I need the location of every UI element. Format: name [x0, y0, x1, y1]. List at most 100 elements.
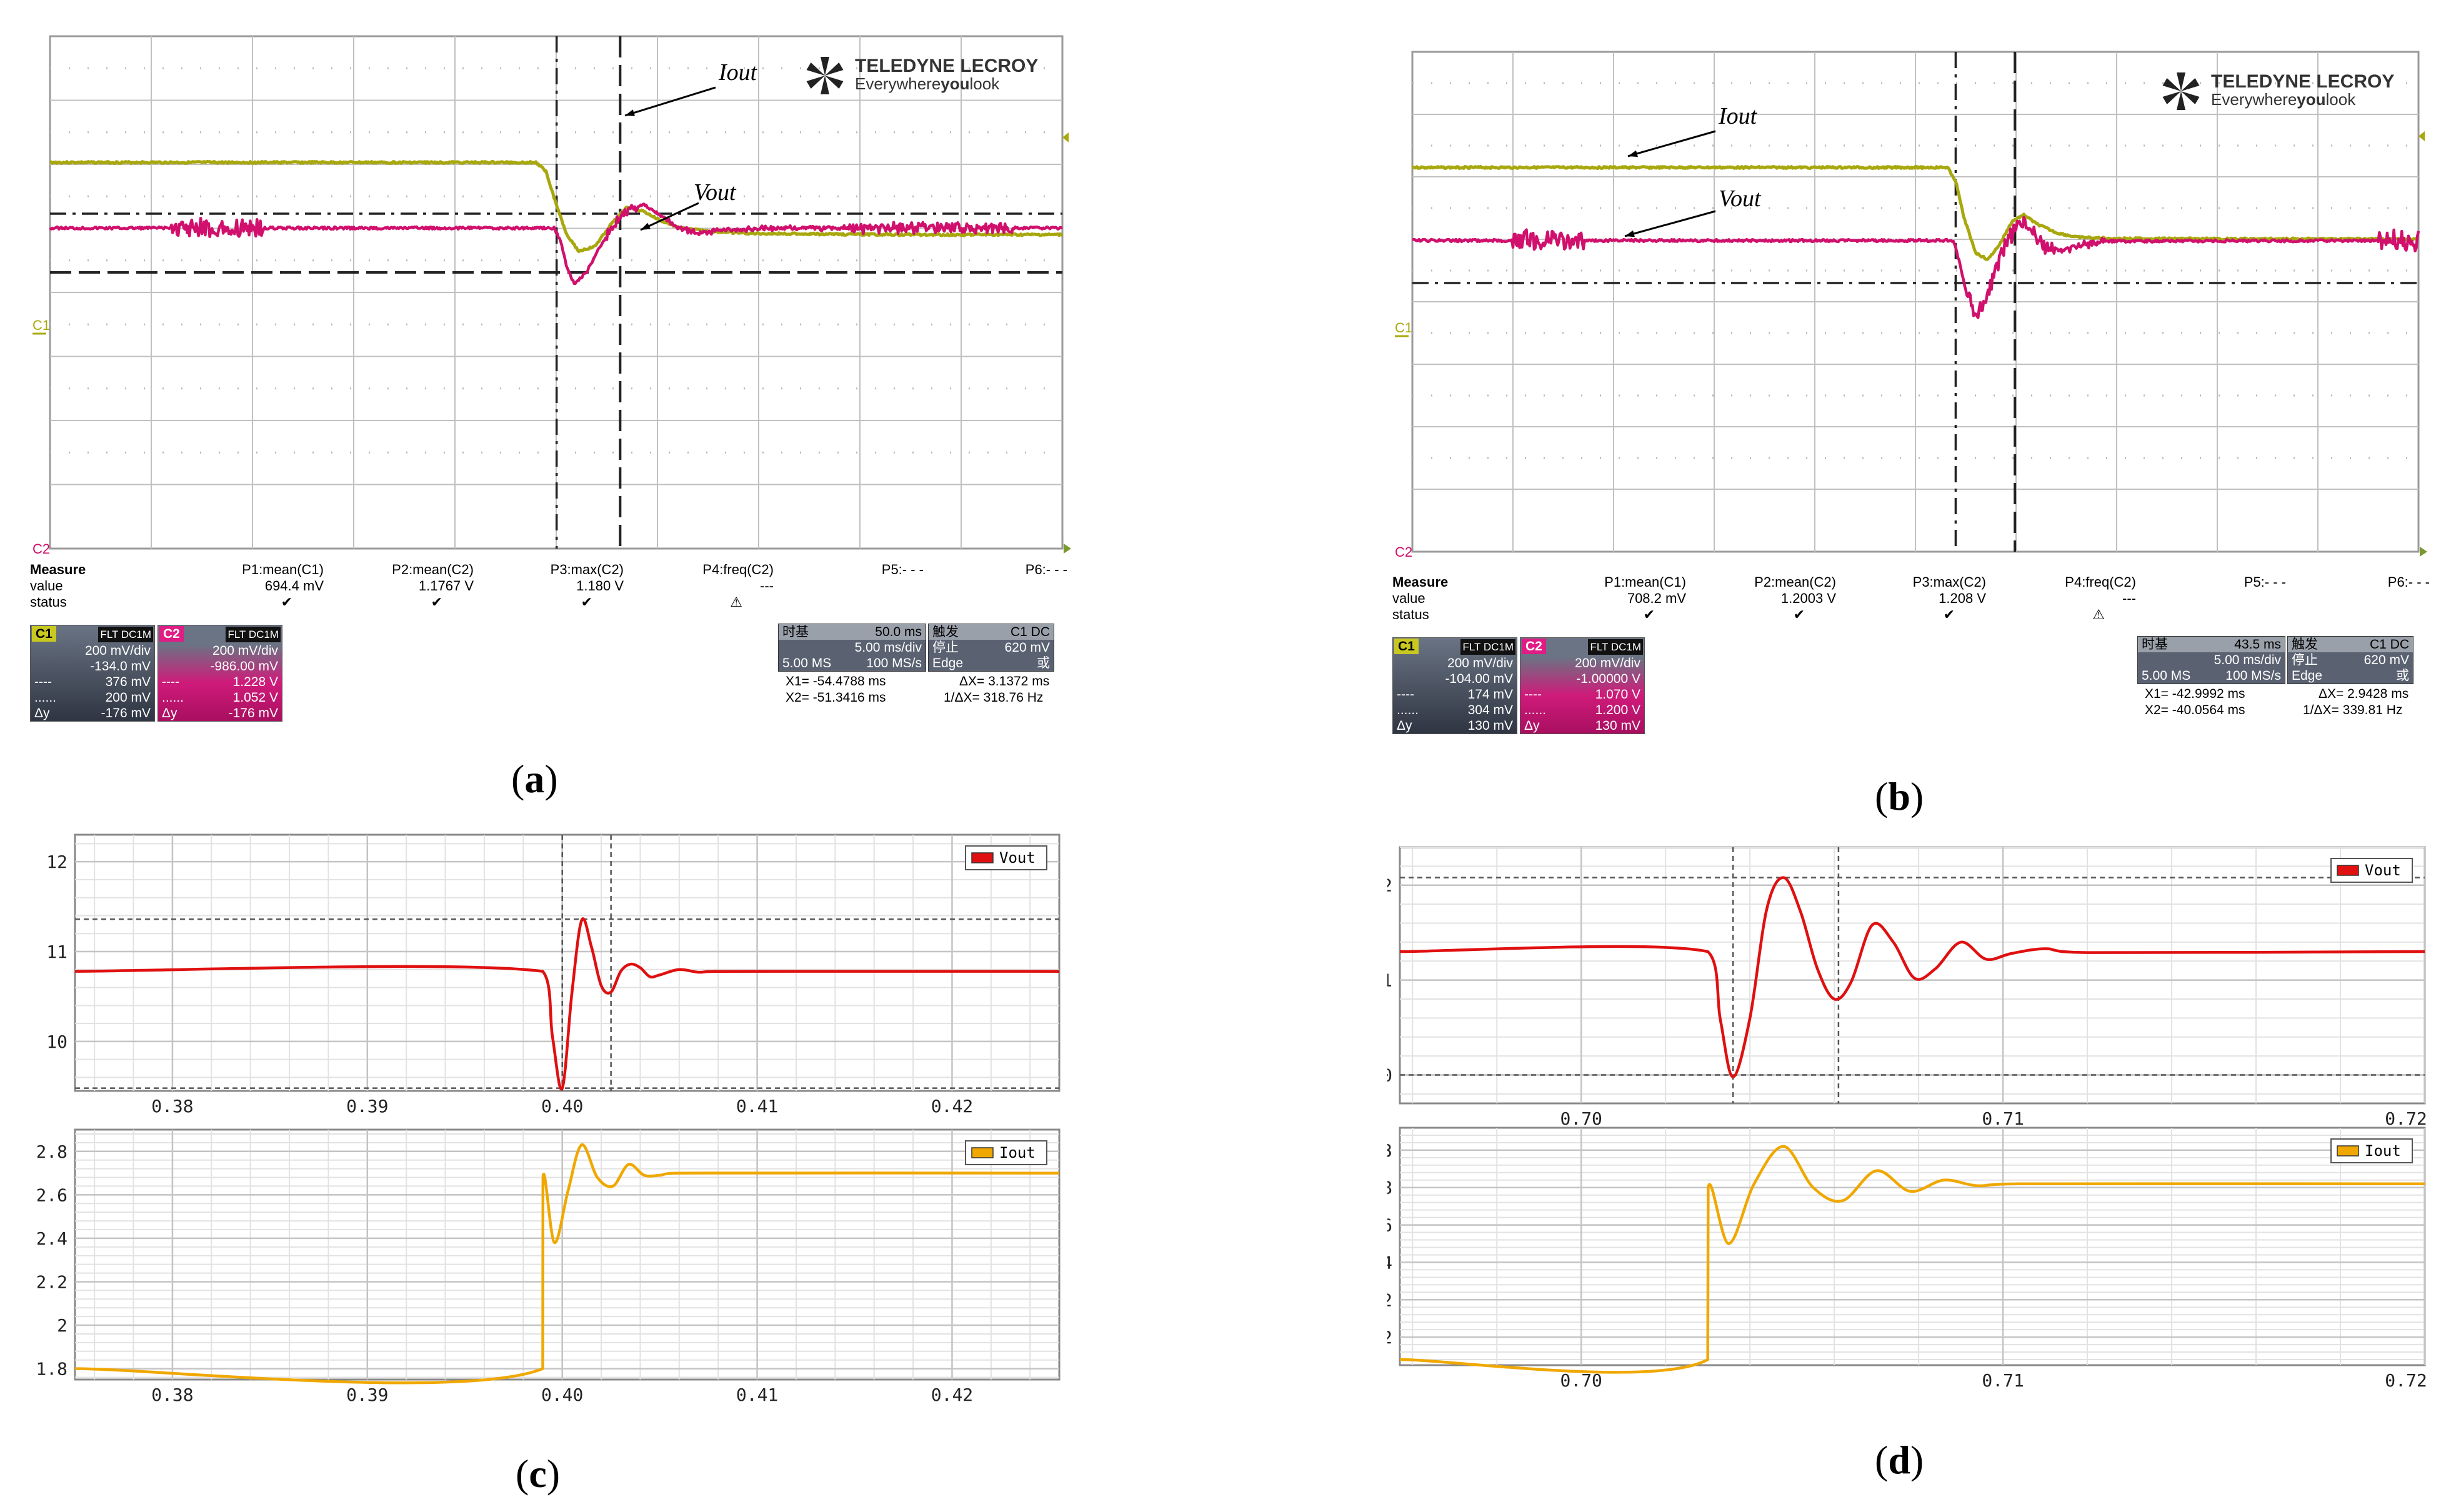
measure-param-label[interactable]: P5:- - - [2244, 574, 2286, 590]
x-tick-label: 0.41 [736, 1385, 778, 1405]
timebase-label: 时基 [782, 625, 809, 639]
x-tick-label: 0.40 [541, 1096, 583, 1117]
logo-brand-name: TELEDYNE LECROY [855, 56, 1038, 76]
measure-heading: Measure [1392, 574, 1449, 590]
channel-row-value: 376 mV [105, 675, 151, 689]
channel-row-value: -1.00000 V [1576, 672, 1640, 686]
measure-param-label[interactable]: P3:max(C2) [1912, 574, 1986, 590]
scope-screen-a: Iout Vout TELEDYNE LECROYEverywhereyoulook… [32, 35, 1071, 557]
channel-row-label: Δy [1397, 719, 1412, 733]
series-line-d-vout [1399, 876, 2425, 1078]
trigger-label: 触发 [932, 625, 959, 639]
cursor-inv-dx-readout: 1/ΔX= 339.81 Hz [2303, 703, 2403, 717]
channel-row-value: 200 mV/div [1574, 656, 1640, 670]
trace-vout-b [1412, 216, 2420, 319]
y-tick-label: 2 [57, 1315, 67, 1336]
trigger-slope: 或 [1037, 656, 1050, 670]
channel-row-value: 130 mV [1467, 719, 1513, 733]
x-tick-label: 0.72 [2385, 1108, 2427, 1129]
timebase-cell[interactable]: 时基 50.0 ms 5.00 ms/div 5.00 MS 100 MS/s [778, 624, 926, 672]
legend-c-vout: Vout [965, 845, 1047, 870]
x-tick-label: 0.39 [346, 1385, 388, 1405]
measure-param-label[interactable]: P3:max(C2) [550, 562, 624, 577]
timebase-cell[interactable]: 时基 43.5 ms 5.00 ms/div 5.00 MS 100 MS/s [2137, 636, 2285, 684]
cursor-inv-dx-readout: 1/ΔX= 318.76 Hz [944, 690, 1044, 705]
arrow-vout-b [1624, 210, 1716, 237]
measure-param-label[interactable]: P4:freq(C2) [2065, 574, 2136, 590]
y-tick-label: 10 [46, 1032, 67, 1052]
logo-tagline: Everywhereyoulook [855, 74, 1000, 93]
y-tick-label: 2.8 [37, 1141, 67, 1162]
y-tick-label: 11 [1387, 970, 1392, 991]
timebase-div: 5.00 ms/div [2214, 653, 2281, 667]
channel-box-ch1[interactable]: C1 FLT DC1M 200 mV/div -104.00 mV ---- 174 mV… [1392, 637, 1517, 734]
y-tick-label: 12 [1387, 875, 1392, 896]
measure-param-label[interactable]: P1:mean(C1) [242, 562, 324, 577]
timebase-arrow-icon-a [1064, 544, 1071, 554]
channel-row-value: 304 mV [1467, 703, 1513, 717]
legend-swatch [2337, 1145, 2359, 1156]
measure-status-icon: ⚠ [730, 594, 742, 610]
y-tick-label: 2.8 [1387, 1178, 1392, 1198]
channel-box-ch2[interactable]: C2 FLT DC1M 200 mV/div -1.00000 V ---- 1.070 … [1520, 637, 1645, 734]
channel-box-ch1[interactable]: C1 FLT DC1M 200 mV/div -134.0 mV ---- 376 mV.… [30, 625, 155, 722]
channel-coupling-flags: FLT DC1M [1588, 639, 1643, 655]
trigger-level-icon-a [1062, 132, 1069, 142]
annotation-iout-b: Iout [1718, 103, 1758, 129]
measure-param-label[interactable]: P4:freq(C2) [702, 562, 774, 577]
scope-screen-b: Iout Vout TELEDYNE LECROYEverywhereyoulook… [1395, 51, 2427, 560]
channel-row-value: -134.0 mV [90, 659, 151, 674]
trigger-cell[interactable]: 触发 C1 DC 停止 620 mV Edge 或 [928, 624, 1054, 672]
measure-row-label: status [1392, 607, 1429, 622]
x-tick-label: 0.39 [346, 1096, 388, 1117]
measure-param-label[interactable]: P6:- - - [2387, 574, 2430, 590]
channel-row-label: ---- [1524, 687, 1542, 702]
cursor-dx-readout: ΔX= 3.1372 ms [959, 674, 1050, 689]
trigger-label: 触发 [2292, 637, 2318, 652]
sim-panel-d: 0.70 0.71 0.72 10 11 12 Vout 0.70 0.71 0.72 2 2.2 2.… [1387, 846, 2427, 1391]
channel-tag: C2 [1522, 639, 1546, 654]
legend-label: Iout [2365, 1142, 2401, 1160]
measure-row-label: status [30, 594, 67, 610]
trigger-slope: 或 [2396, 669, 2409, 683]
x-tick-label: 0.42 [931, 1096, 973, 1117]
timebase-rate: 100 MS/s [866, 656, 922, 670]
measure-param-label[interactable]: P2:mean(C2) [1754, 574, 1836, 590]
y-tick-label: 2 [1387, 1327, 1392, 1348]
series-line-d-iout [1399, 1145, 2425, 1374]
timebase-rate: 100 MS/s [2225, 669, 2281, 683]
channel-row-value: 200 mV/div [212, 644, 278, 658]
channel-row-value: -986.00 mV [210, 659, 278, 674]
trigger-cell[interactable]: 触发 C1 DC 停止 620 mV Edge 或 [2287, 636, 2414, 684]
sim-plot-area-c-iout [74, 1128, 1061, 1381]
y-tick-label: 2.4 [37, 1228, 67, 1249]
arrow-iout-b [1627, 130, 1716, 157]
measure-param-label[interactable]: P2:mean(C2) [392, 562, 474, 577]
channel-tag: C1 [1394, 639, 1419, 654]
channel-box-ch2[interactable]: C2 FLT DC1M 200 mV/div -986.00 mV ---- 1.228 … [157, 625, 282, 722]
channel-row-label: ---- [1397, 687, 1414, 702]
channel-marker-c1-b: C1 [1395, 320, 1412, 336]
channel-row-value: -104.00 mV [1445, 672, 1513, 686]
arrowhead-iout-a [625, 109, 635, 116]
trigger-mode: 停止 [932, 640, 959, 655]
x-tick-label: 0.40 [541, 1385, 583, 1405]
caption-b: (b) [1875, 774, 1924, 818]
measure-param-label[interactable]: P1:mean(C1) [1604, 574, 1686, 590]
trigger-level: 620 mV [1004, 640, 1050, 655]
timebase-arrow-icon-b [2420, 547, 2427, 557]
timebase-delay: 43.5 ms [2234, 637, 2281, 652]
measure-param-label[interactable]: P5:- - - [881, 562, 924, 577]
caption-a: (a) [511, 757, 558, 801]
measure-param-value: 1.208 V [1939, 590, 1986, 606]
measure-param-value: 1.180 V [576, 578, 624, 594]
annotation-vout-b: Vout [1719, 186, 1762, 212]
measure-param-label[interactable]: P6:- - - [1025, 562, 1067, 577]
timebase-delay: 50.0 ms [875, 625, 922, 639]
trigger-source: C1 DC [2369, 637, 2409, 652]
measure-status-icon: ✔ [1943, 607, 1955, 622]
sim-plot-area-d-iout [1399, 1127, 2426, 1366]
channel-coupling-flags: FLT DC1M [226, 627, 281, 642]
